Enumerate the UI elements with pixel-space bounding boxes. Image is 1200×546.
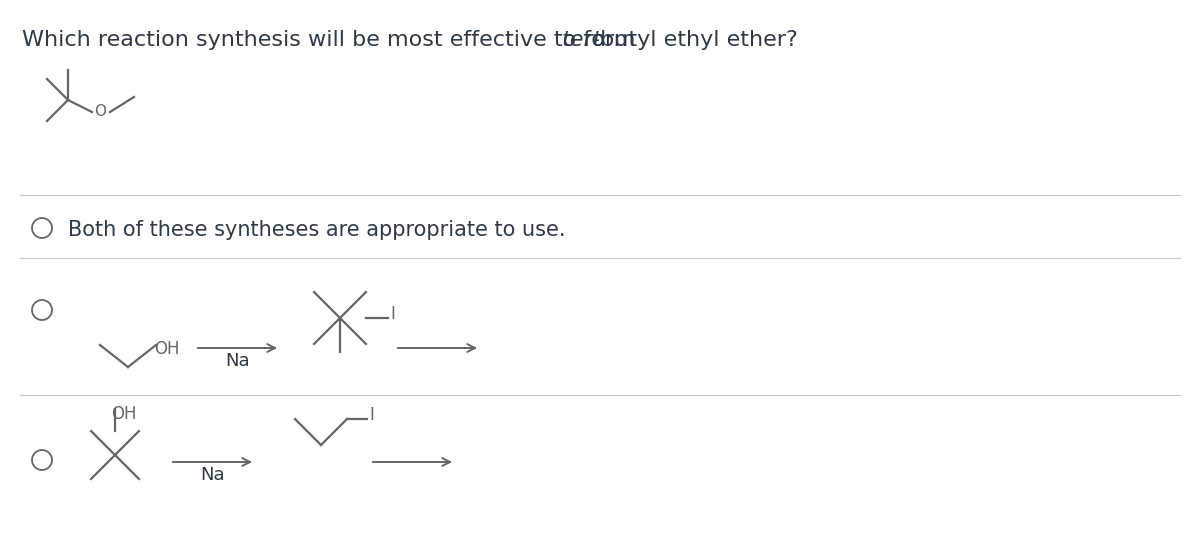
Text: Which reaction synthesis will be most effective to form: Which reaction synthesis will be most ef… — [22, 30, 642, 50]
Text: Both of these syntheses are appropriate to use.: Both of these syntheses are appropriate … — [68, 220, 565, 240]
Text: Na: Na — [200, 466, 224, 484]
Text: I: I — [390, 305, 395, 323]
Text: O: O — [94, 104, 106, 120]
Text: I: I — [370, 406, 374, 424]
Text: Na: Na — [226, 352, 250, 370]
Text: OH: OH — [112, 405, 137, 423]
Text: OH: OH — [154, 340, 180, 358]
Text: tert: tert — [562, 30, 602, 50]
Text: -butyl ethyl ether?: -butyl ethyl ether? — [592, 30, 798, 50]
